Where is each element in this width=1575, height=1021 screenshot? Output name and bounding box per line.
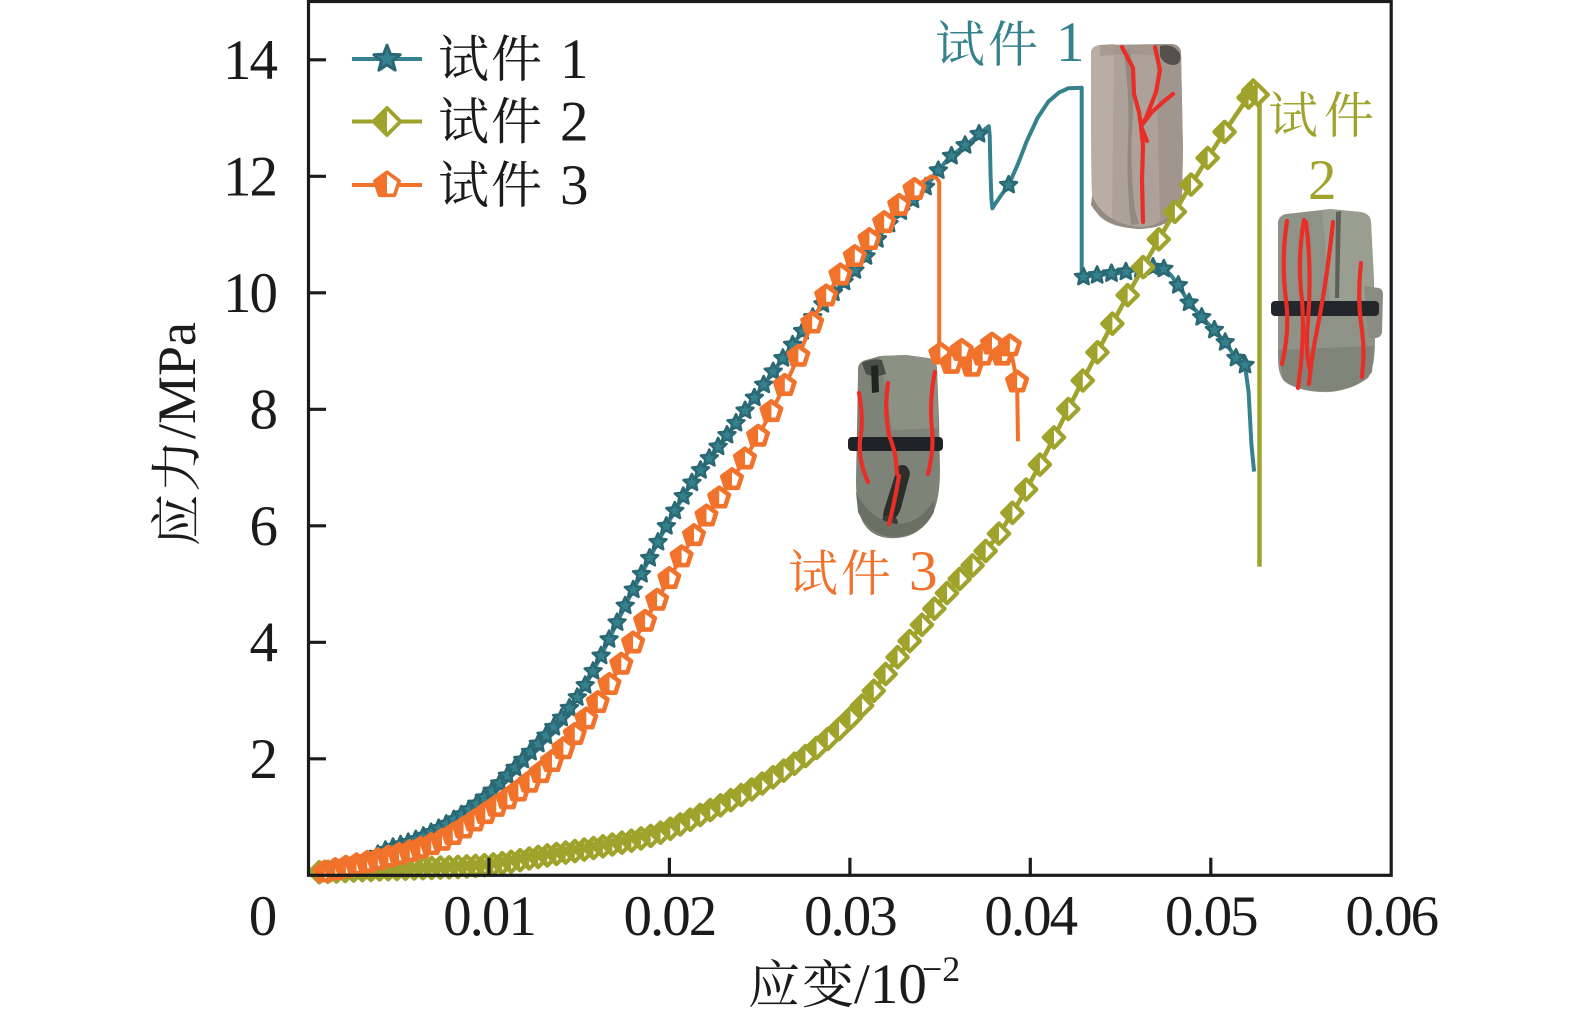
svg-text:14: 14 bbox=[223, 29, 278, 92]
svg-text:10: 10 bbox=[223, 262, 277, 325]
svg-text:0.06: 0.06 bbox=[1345, 885, 1437, 948]
svg-text:12: 12 bbox=[223, 145, 276, 208]
svg-text:/MPa: /MPa bbox=[147, 322, 207, 439]
svg-text:2: 2 bbox=[560, 91, 589, 154]
svg-text:/10: /10 bbox=[854, 953, 927, 1016]
svg-text:6: 6 bbox=[250, 495, 277, 558]
svg-text:8: 8 bbox=[250, 378, 277, 441]
svg-text:2: 2 bbox=[250, 728, 277, 791]
svg-text:4: 4 bbox=[250, 611, 278, 674]
svg-text:0.01: 0.01 bbox=[443, 885, 535, 948]
svg-text:2: 2 bbox=[1308, 149, 1337, 212]
svg-text:3: 3 bbox=[560, 154, 589, 217]
svg-text:0.05: 0.05 bbox=[1165, 885, 1257, 948]
svg-text:−2: −2 bbox=[922, 949, 960, 989]
svg-text:0.02: 0.02 bbox=[624, 885, 716, 948]
svg-text:0.04: 0.04 bbox=[984, 885, 1077, 948]
svg-text:3: 3 bbox=[909, 540, 938, 603]
svg-text:0.03: 0.03 bbox=[804, 885, 896, 948]
svg-text:1: 1 bbox=[1056, 11, 1085, 74]
svg-text:1: 1 bbox=[560, 28, 589, 91]
svg-text:0: 0 bbox=[249, 885, 276, 948]
